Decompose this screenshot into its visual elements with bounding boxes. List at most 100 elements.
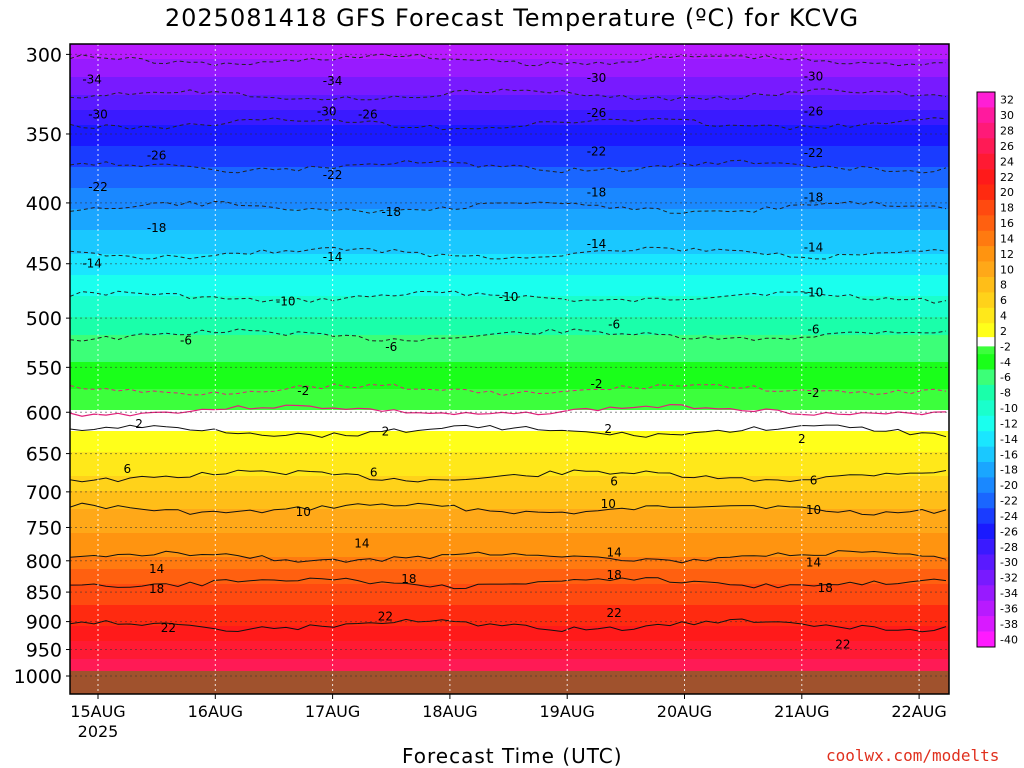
heatmap-band: [70, 56, 949, 60]
heatmap-band: [70, 107, 949, 111]
heatmap-band: [70, 389, 949, 393]
contour-label: 22: [606, 606, 621, 620]
heatmap-band: [70, 404, 949, 408]
heatmap-band: [70, 461, 949, 465]
colorbar-label: -8: [1000, 387, 1011, 400]
heatmap-band: [70, 419, 949, 423]
x-tick-label: 20AUG: [657, 702, 712, 721]
contour-label: -22: [804, 146, 824, 160]
colorbar-swatch: [977, 462, 995, 478]
heatmap-band: [70, 365, 949, 369]
heatmap-band: [70, 650, 949, 654]
colorbar-label: 16: [1000, 217, 1014, 230]
colorbar-label: 24: [1000, 155, 1014, 168]
source-credit: coolwx.com/modelts: [826, 746, 1000, 765]
colorbar-label: 32: [1000, 94, 1014, 107]
colorbar-label: -4: [1000, 356, 1011, 369]
contour-label: -34: [804, 32, 824, 46]
colorbar-swatch: [977, 539, 995, 555]
colorbar-swatch: [977, 122, 995, 139]
contour-label: 2: [135, 417, 143, 431]
heatmap-band: [70, 320, 949, 324]
heatmap-band: [70, 560, 949, 564]
colorbar-swatch: [977, 246, 995, 262]
heatmap-band: [70, 416, 949, 420]
heatmap-band: [70, 533, 949, 537]
contour-label: -18: [804, 191, 824, 205]
colorbar-swatch: [977, 323, 995, 339]
colorbar-label: 6: [1000, 294, 1007, 307]
heatmap-band: [70, 425, 949, 429]
heatmap-band: [70, 68, 949, 72]
y-tick-label: 1000: [14, 666, 62, 688]
heatmap-band: [70, 395, 949, 399]
x-tick-label: 17AUG: [305, 702, 360, 721]
heatmap-band: [70, 506, 949, 510]
freezing-line: [70, 403, 947, 417]
heatmap-band: [70, 212, 949, 216]
isotherm-line: [70, 502, 947, 516]
heatmap-band: [70, 620, 949, 624]
heatmap-band: [70, 179, 949, 183]
heatmap-band: [70, 599, 949, 603]
heatmap-band: [70, 563, 949, 567]
isotherm-line: [70, 53, 947, 67]
contour-label: 18: [606, 568, 621, 582]
heatmap-band: [70, 275, 949, 279]
heatmap-band: [70, 245, 949, 249]
heatmap-band: [70, 242, 949, 246]
heatmap-band: [70, 80, 949, 84]
heatmap-band: [70, 377, 949, 381]
colorbar-label: -40: [1000, 633, 1018, 646]
heatmap-band: [70, 593, 949, 597]
heatmap-band: [70, 257, 949, 261]
heatmap-band: [70, 197, 949, 201]
heatmap-band: [70, 83, 949, 87]
x-axis-label: Forecast Time (UTC): [402, 744, 623, 768]
contour-label: -26: [358, 107, 378, 121]
heatmap-band: [70, 515, 949, 519]
colorbar-swatch: [977, 523, 995, 540]
colorbar-swatch: [977, 92, 995, 108]
heatmap-band: [70, 44, 949, 48]
heatmap-band: [70, 554, 949, 558]
heatmap-band: [70, 206, 949, 210]
contour-label: 22: [378, 609, 393, 623]
y-tick-label: 400: [26, 193, 62, 215]
heatmap-band: [70, 578, 949, 582]
contour-label: 22: [161, 621, 176, 635]
heatmap-band: [70, 347, 949, 351]
heatmap-band: [70, 590, 949, 594]
heatmap-band: [70, 539, 949, 543]
heatmap-band: [70, 137, 949, 141]
heatmap-band: [70, 125, 949, 129]
heatmap-band: [70, 329, 949, 333]
heatmap-band: [70, 47, 949, 51]
contour-label: 18: [401, 572, 416, 586]
heatmap-band: [70, 512, 949, 516]
heatmap-band: [70, 431, 949, 435]
heatmap-band: [70, 158, 949, 162]
colorbar-label: -38: [1000, 618, 1018, 631]
colorbar-label: -6: [1000, 371, 1011, 384]
heatmap-band: [70, 407, 949, 411]
heatmap-band: [70, 113, 949, 117]
colorbar-swatch: [977, 169, 995, 185]
contour-label: 6: [124, 462, 132, 476]
heatmap-band: [70, 629, 949, 633]
contour-label: -2: [808, 386, 820, 400]
heatmap-band: [70, 380, 949, 384]
heatmap-band: [70, 575, 949, 579]
heatmap-band: [70, 665, 949, 669]
heatmap-band: [70, 659, 949, 663]
plot-frame: [69, 43, 950, 695]
heatmap-band: [70, 65, 949, 69]
heatmap-band: [70, 608, 949, 612]
colorbar-swatch: [977, 215, 995, 232]
heatmap-band: [70, 452, 949, 456]
y-tick-label: 900: [26, 612, 62, 634]
heatmap-band: [70, 194, 949, 198]
heatmap-band: [70, 488, 949, 492]
x-tick-label: 15AUG: [70, 702, 125, 721]
contour-label: 14: [806, 556, 821, 570]
